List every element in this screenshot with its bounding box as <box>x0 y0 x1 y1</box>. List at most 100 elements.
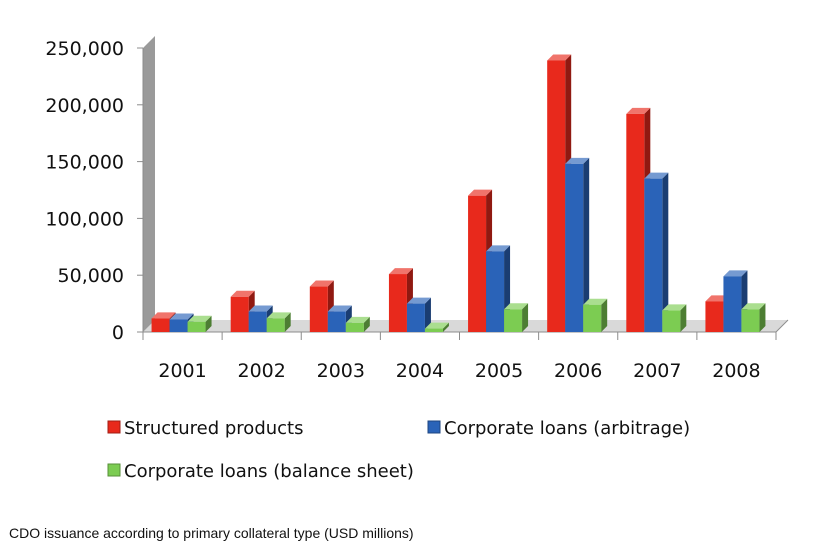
legend-item: Corporate loans (arbitrage) <box>427 418 690 439</box>
bar-side <box>680 304 687 332</box>
bar-front <box>662 310 681 332</box>
cdo-issuance-chart: 0 50,000 100,000 150,000 200,000 250,000 2001… <box>45 36 789 482</box>
legend-item: Structured products <box>107 418 304 439</box>
bar-top <box>266 312 291 319</box>
bar-top <box>547 54 572 61</box>
y-tick-label: 200,000 <box>45 95 124 117</box>
bar <box>565 157 590 332</box>
bar-front <box>723 276 742 332</box>
bar-top <box>424 322 449 329</box>
bar-side <box>205 315 212 332</box>
bar <box>266 312 291 332</box>
bar <box>151 312 176 332</box>
bar-front <box>151 318 170 332</box>
bar <box>187 315 212 332</box>
x-tick-label: 2004 <box>396 360 444 382</box>
bar-top <box>345 316 370 323</box>
bar <box>504 303 529 332</box>
x-tick-label: 2005 <box>475 360 523 382</box>
bar <box>424 322 449 332</box>
side-wall <box>143 36 155 332</box>
legend: Structured products Corporate loans (arbi… <box>107 418 690 482</box>
bar-top <box>187 315 212 322</box>
x-axis-ticks: 2001 2002 2003 2004 2005 2006 2007 2008 <box>142 332 777 382</box>
bar-front <box>504 309 523 332</box>
x-tick-label: 2008 <box>712 360 760 382</box>
bar-front <box>583 304 602 332</box>
bar-front <box>169 319 188 332</box>
y-tick-label: 150,000 <box>45 152 124 174</box>
bar <box>406 297 431 332</box>
x-tick-label: 2006 <box>554 360 602 382</box>
bar-front <box>644 178 663 332</box>
bar-side <box>424 297 431 332</box>
bar-front <box>345 322 364 332</box>
bars <box>151 54 766 332</box>
bar-top <box>309 280 334 287</box>
bar <box>644 172 669 332</box>
legend-label: Corporate loans (balance sheet) <box>124 461 414 482</box>
chart-walls <box>142 36 789 333</box>
bar-front <box>327 311 346 332</box>
bar-front <box>406 303 425 332</box>
bar-front <box>266 318 285 332</box>
bar-top <box>504 303 529 310</box>
bar-front <box>705 301 724 332</box>
bar-front <box>248 311 267 332</box>
bar-top <box>169 313 194 320</box>
bar-top <box>406 297 431 304</box>
bar-side <box>662 172 669 332</box>
bar-front <box>486 251 505 332</box>
legend-swatch <box>107 463 121 477</box>
legend-label: Corporate loans (arbitrage) <box>444 418 690 439</box>
x-tick-label: 2003 <box>317 360 365 382</box>
bar-side <box>363 316 370 332</box>
y-axis-ticks: 0 50,000 100,000 150,000 200,000 250,000 <box>45 38 143 344</box>
bar-front <box>388 274 407 332</box>
bar-top <box>468 189 493 196</box>
bar-side <box>601 298 608 332</box>
y-tick-label: 50,000 <box>58 265 124 287</box>
bar-front <box>565 163 584 332</box>
bar-top <box>230 290 255 297</box>
bar-front <box>309 286 328 332</box>
legend-item: Corporate loans (balance sheet) <box>107 461 414 482</box>
bar-front <box>230 296 249 332</box>
bar <box>345 316 370 332</box>
bar-side <box>583 157 590 332</box>
floor-edge <box>775 319 789 333</box>
bar-front <box>547 60 566 332</box>
bar-side <box>442 322 449 332</box>
bar-top <box>662 304 687 311</box>
bar-top <box>388 268 413 275</box>
bar-side <box>284 312 291 332</box>
bar-side <box>759 303 766 332</box>
bar-front <box>468 195 487 332</box>
bar-top <box>626 107 651 114</box>
bar-top <box>723 270 748 277</box>
bar-front <box>741 309 760 332</box>
figure-caption: CDO issuance according to primary collat… <box>9 525 414 541</box>
bar-top <box>583 298 608 305</box>
bar-top <box>486 245 511 252</box>
bar <box>662 304 687 332</box>
legend-swatch <box>427 420 441 434</box>
bar <box>583 298 608 332</box>
y-tick-label: 100,000 <box>45 208 124 230</box>
bar-top <box>565 157 590 164</box>
bar-top <box>327 305 352 312</box>
y-tick-label: 250,000 <box>45 38 124 60</box>
bar <box>741 303 766 332</box>
legend-label: Structured products <box>124 418 304 439</box>
x-tick-label: 2007 <box>633 360 681 382</box>
legend-swatch <box>107 420 121 434</box>
y-tick-label: 0 <box>112 322 124 344</box>
bar-front <box>626 113 645 332</box>
bar-side <box>522 303 529 332</box>
bar-top <box>151 312 176 319</box>
bar-top <box>741 303 766 310</box>
bar-top <box>248 305 273 312</box>
bar-front <box>187 321 206 332</box>
bar-top <box>644 172 669 179</box>
x-tick-label: 2002 <box>238 360 286 382</box>
